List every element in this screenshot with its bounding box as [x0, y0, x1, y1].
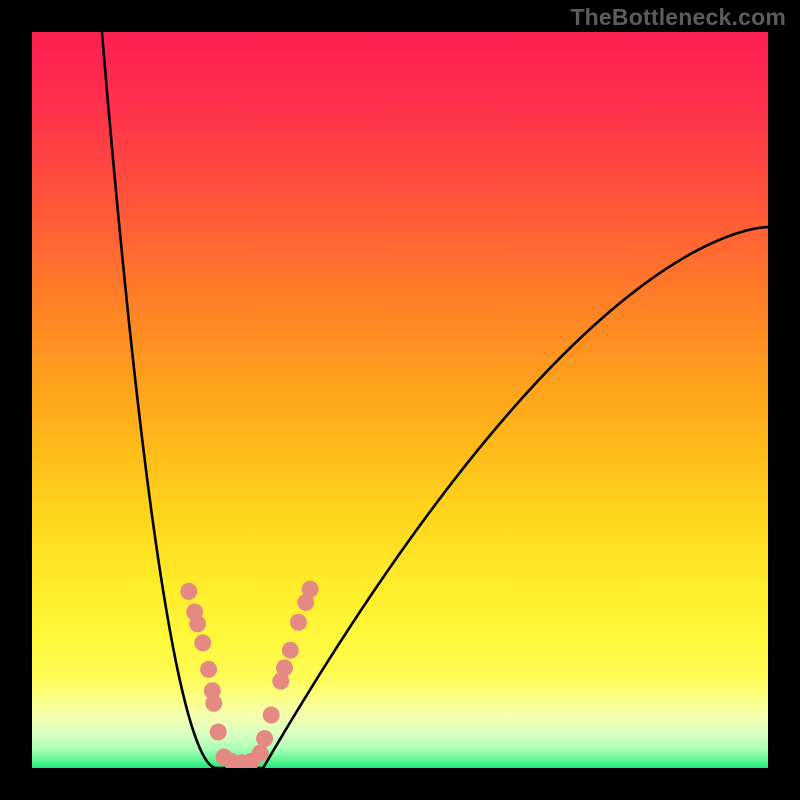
scatter-point — [282, 642, 299, 659]
scatter-point — [252, 745, 269, 762]
scatter-point — [200, 661, 217, 678]
plot-area — [32, 32, 768, 768]
scatter-point — [276, 659, 293, 676]
plot-svg — [32, 32, 768, 768]
watermark-text: TheBottleneck.com — [570, 4, 786, 31]
scatter-point — [290, 614, 307, 631]
scatter-point — [205, 695, 222, 712]
scatter-point — [189, 615, 206, 632]
scatter-point — [194, 634, 211, 651]
scatter-point — [256, 730, 273, 747]
scatter-point — [210, 723, 227, 740]
scatter-point — [302, 581, 319, 598]
scatter-point — [180, 583, 197, 600]
scatter-point — [263, 707, 280, 724]
plot-background — [32, 32, 768, 768]
chart-stage: TheBottleneck.com — [0, 0, 800, 800]
